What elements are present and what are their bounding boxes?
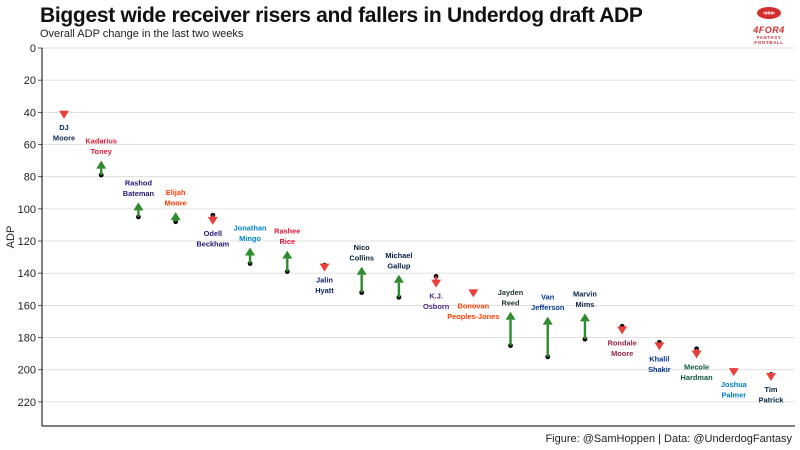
player-label: Tim [764,385,777,394]
player-label: Michael [385,251,412,260]
adp-change-arrowhead [766,372,776,381]
adp-change-arrowhead [96,160,107,169]
player-label: Mecole [684,362,709,371]
adp-change-arrowhead [654,342,665,351]
y-axis-label: ADP [5,226,17,249]
adp-change-arrowhead [505,311,516,320]
adp-change-arrowhead [579,313,590,322]
player-label: Palmer [721,391,746,400]
player-label: Moore [165,199,187,208]
player-label: Bateman [123,189,155,198]
adp-change-arrowhead [59,110,69,119]
player-label: DJ [59,123,68,132]
adp-change-arrowhead [393,274,404,283]
player-label: Reed [501,298,520,307]
y-tick-label: 220 [18,397,36,409]
player-label: Khalil [649,354,669,363]
brand-logo: 4FOR4 FANTASY FOOTBALL [746,6,792,45]
player-label: Patrick [759,395,785,404]
adp-change-arrowhead [617,326,628,335]
y-tick-label: 0 [30,43,36,55]
adp-change-arrowhead [691,350,702,359]
adp-change-arrowhead [431,279,442,288]
player-label: Nico [354,243,371,252]
chart-title: Biggest wide receiver risers and fallers… [40,4,643,27]
player-label: Shakir [648,365,671,374]
adp-change-arrowhead [207,216,218,225]
player-label: Osborn [423,302,450,311]
y-tick-label: 40 [24,107,36,119]
y-tick-label: 100 [18,204,36,216]
player-label: Van [541,293,555,302]
player-label: K.J. [429,292,443,301]
player-label: Jalin [316,276,333,285]
player-label: Kadarius [85,137,117,146]
y-tick-label: 180 [18,333,36,345]
player-label: Moore [53,133,75,142]
y-tick-label: 140 [18,268,36,280]
player-label: Mingo [239,234,261,243]
chart-subtitle: Overall ADP change in the last two weeks [40,28,244,40]
adp-change-arrowhead [728,368,739,377]
logo-tagline: FANTASY FOOTBALL [754,35,784,45]
adp-change-arrowhead [133,202,144,211]
adp-change-arrowhead [319,263,330,272]
player-label: Rashod [125,178,153,187]
player-label: Collins [349,253,374,262]
y-tick-label: 80 [24,172,36,184]
adp-change-arrowhead [356,266,367,275]
player-label: Joshua [721,380,748,389]
y-tick-label: 20 [24,75,36,87]
adp-change-arrowhead [170,212,181,221]
player-label: Beckham [196,239,229,248]
player-label: Mims [575,300,594,309]
player-label: Hardman [681,373,714,382]
player-label: Rashee [274,227,300,236]
adp-change-arrowhead [245,247,256,256]
y-tick-label: 120 [18,236,36,248]
adp-change-arrowhead [468,289,479,298]
logo-wordmark: 4FOR4 [753,25,785,35]
player-label: Elijah [166,188,186,197]
player-label: Rice [279,237,295,246]
y-tick-label: 60 [24,140,36,152]
adp-change-arrowhead [542,316,553,325]
adp-change-arrowhead [282,250,293,259]
player-label: Odell [204,229,222,238]
player-label: Jayden [498,288,524,297]
player-label: Donovan [458,301,490,310]
y-tick-label: 200 [18,365,36,377]
player-label: Marvin [573,289,597,298]
player-label: Jefferson [531,303,565,312]
player-label: Jonathan [234,223,267,232]
player-label: Gallup [387,261,410,270]
player-label: Hyatt [315,286,334,295]
player-label: Rondale [608,338,637,347]
player-label: Moore [611,349,633,358]
chart-caption: Figure: @SamHoppen | Data: @UnderdogFant… [545,433,792,445]
player-label: Toney [91,147,113,156]
football-icon [757,7,781,19]
y-tick-label: 160 [18,300,36,312]
player-label: Peoples-Jones [447,312,499,321]
